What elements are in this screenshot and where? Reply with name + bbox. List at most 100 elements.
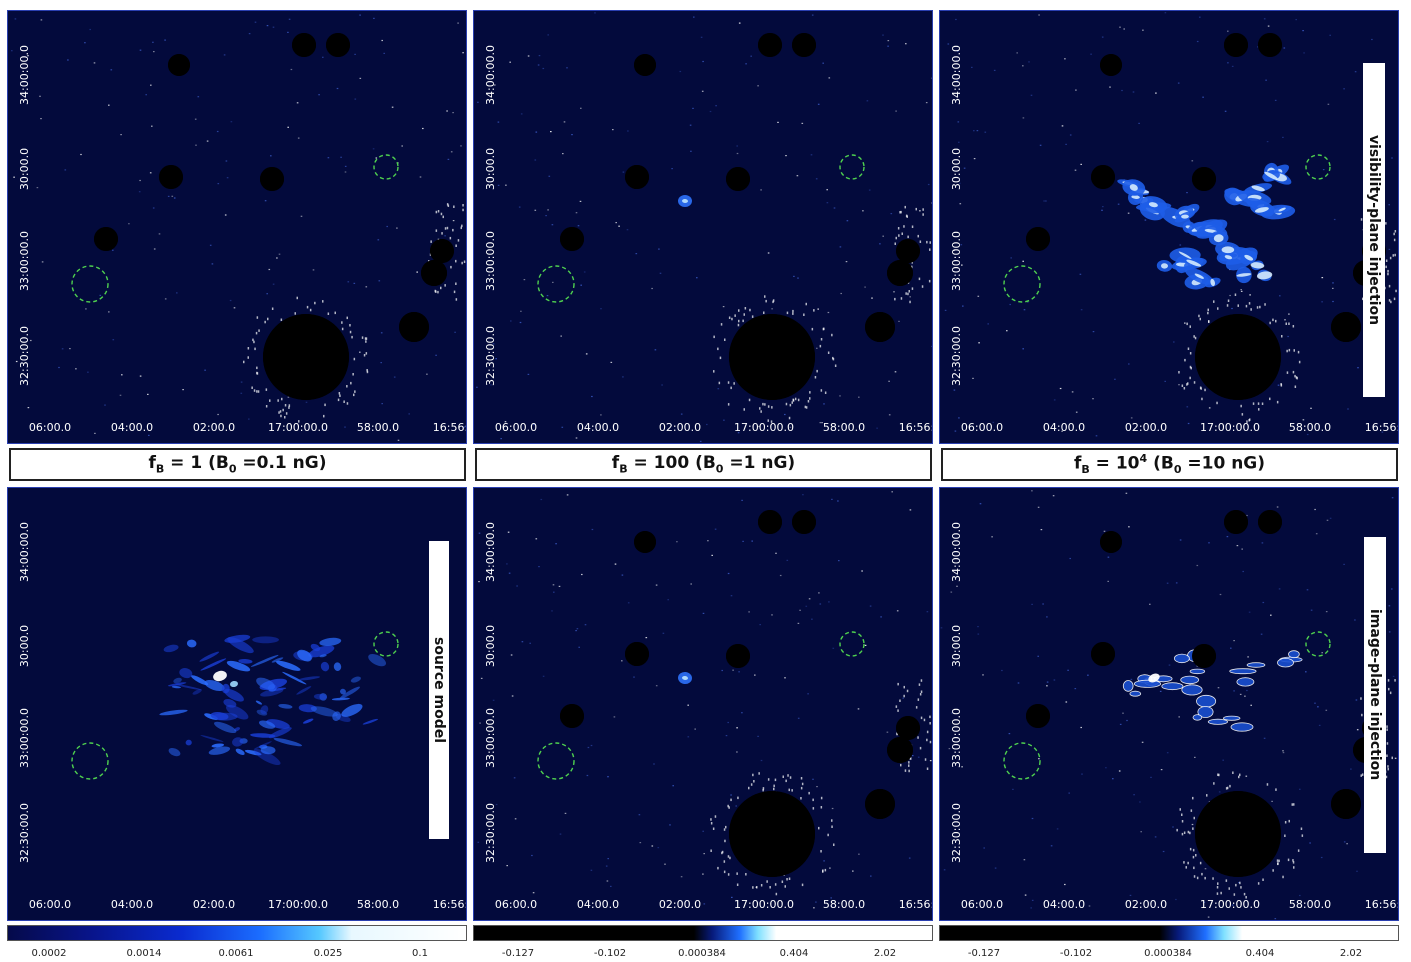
noise-speck [1388,204,1390,206]
noise-speck [738,671,740,673]
noise-speck [826,189,828,191]
noise-speck [831,807,834,810]
masked-source [168,54,190,76]
noise-speck [1053,679,1056,681]
artefact-speck [1293,803,1295,806]
noise-speck [1287,335,1289,338]
artefact-speck [247,347,250,350]
emission-contour [1197,706,1214,718]
emission-contour [1236,677,1255,687]
artefact-speck [1285,322,1287,325]
noise-speck [1059,387,1062,390]
artefact-speck [807,400,810,403]
noise-speck [224,214,227,216]
model-filament [232,737,244,747]
noise-speck [702,612,705,614]
noise-speck [931,345,932,347]
artefact-speck [1248,302,1251,305]
masked-source [263,314,349,400]
noise-speck [576,628,579,630]
noise-speck [676,541,678,543]
artefact-speck [729,856,731,860]
noise-speck [1119,723,1122,725]
model-filament [331,697,350,701]
artefact-speck [253,389,256,392]
artefact-speck [792,309,794,313]
noise-speck [767,252,770,254]
noise-speck [727,721,729,724]
artefact-speck [455,259,457,263]
noise-speck [1179,244,1182,246]
artefact-speck [1189,831,1191,835]
artefact-speck [1192,855,1195,859]
artefact-speck [908,769,910,773]
noise-speck [1208,407,1211,409]
artefact-speck [719,356,722,360]
noise-speck [725,735,728,737]
noise-speck [1079,273,1082,275]
noise-speck [955,18,957,21]
artefact-speck [1186,383,1188,386]
noise-speck [1039,144,1042,146]
noise-speck [1114,378,1116,380]
noise-speck [233,307,236,309]
noise-speck [1327,103,1330,105]
artefact-speck [1360,774,1362,777]
noise-speck [687,704,689,706]
noise-speck [1071,391,1074,393]
noise-speck [618,225,620,227]
artefact-speck [1207,308,1209,312]
emission-core [1129,184,1138,191]
noise-speck [1325,709,1328,711]
artefact-speck [894,242,896,245]
artefact-speck [353,357,356,361]
noise-speck [1196,40,1199,43]
noise-speck [563,121,566,123]
noise-speck [816,786,818,788]
noise-speck [1314,702,1316,704]
noise-speck [1092,331,1095,333]
artefact-speck [450,265,452,269]
noise-speck [837,500,839,502]
noise-speck [477,841,480,843]
noise-speck [1040,529,1043,531]
emission-core [1213,234,1224,243]
model-filament [235,748,245,756]
masked-source [634,54,656,76]
model-filament [310,643,321,652]
noise-speck [687,736,690,738]
artefact-speck [782,775,784,778]
noise-speck [827,311,830,314]
noise-speck [1052,495,1055,497]
artefact-speck [820,806,823,809]
ra-tick-label: 17:00:00.0 [1200,898,1260,911]
artefact-speck [909,300,911,304]
artefact-speck [452,228,454,232]
noise-speck [538,55,541,57]
artefact-speck [1282,875,1284,879]
artefact-speck [791,789,793,792]
noise-speck [1248,611,1251,613]
noise-speck [591,528,594,531]
noise-speck [870,875,872,877]
noise-speck [559,833,562,835]
noise-speck [1299,788,1301,790]
artefact-speck [264,320,266,324]
panel-svg: 06:00.0 04:00.0 02:00.0 17:00:00.0 58:00.0 16… [11,14,466,441]
artefact-speck [910,757,912,760]
emission-core [1278,207,1286,212]
artefact-speck [794,397,797,401]
noise-speck [381,403,383,405]
noise-speck [1388,631,1391,633]
noise-speck [868,189,871,191]
noise-speck [828,601,830,603]
masked-source [1100,54,1122,76]
artefact-speck [734,314,736,317]
artefact-speck [1395,289,1397,293]
noise-speck [779,574,782,577]
noise-speck [457,22,459,24]
noise-speck [147,393,149,395]
model-filament [260,688,284,697]
artefact-speck [349,330,352,334]
side-label-source: source model [429,541,449,839]
